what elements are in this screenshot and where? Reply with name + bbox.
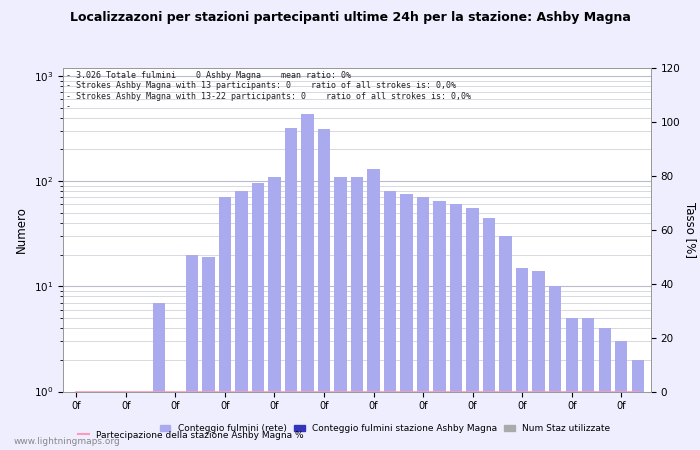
Bar <box>301 114 314 450</box>
Bar <box>153 302 165 450</box>
Bar <box>252 184 264 450</box>
Text: Localizzazoni per stazioni partecipanti ultime 24h per la stazione: Ashby Magna: Localizzazoni per stazioni partecipanti … <box>69 11 631 24</box>
Bar <box>631 360 644 450</box>
Bar <box>368 169 379 450</box>
Bar <box>400 194 413 450</box>
Bar <box>169 392 181 450</box>
Text: www.lightningmaps.org: www.lightningmaps.org <box>14 436 120 446</box>
Bar <box>285 128 297 450</box>
Bar <box>103 392 116 450</box>
Bar <box>202 257 214 450</box>
Bar <box>384 191 396 450</box>
Text: - 3.026 Totale fulmini    0 Ashby Magna    mean ratio: 0%
- Strokes Ashby Magna : - 3.026 Totale fulmini 0 Ashby Magna mea… <box>66 71 471 111</box>
Y-axis label: Numero: Numero <box>15 206 28 253</box>
Bar <box>235 191 248 450</box>
Bar <box>318 129 330 450</box>
Bar <box>186 255 198 450</box>
Y-axis label: Tasso [%]: Tasso [%] <box>684 202 697 257</box>
Bar <box>335 177 346 450</box>
Bar <box>417 198 429 450</box>
Bar <box>566 318 578 450</box>
Bar <box>500 236 512 450</box>
Bar <box>450 204 462 450</box>
Bar <box>483 217 496 450</box>
Bar <box>70 392 83 450</box>
Bar <box>136 392 148 450</box>
Bar <box>582 318 594 450</box>
Bar <box>466 208 479 450</box>
Bar <box>615 341 627 450</box>
Bar <box>533 271 545 450</box>
Legend: Partecipazione della stazione Ashby Magna %: Partecipazione della stazione Ashby Magn… <box>74 427 307 443</box>
Bar <box>516 268 528 450</box>
Bar <box>598 328 611 450</box>
Bar <box>433 201 446 450</box>
Bar <box>549 286 561 450</box>
Bar <box>87 392 99 450</box>
Bar <box>120 392 132 450</box>
Bar <box>268 177 281 450</box>
Bar <box>218 198 231 450</box>
Bar <box>351 177 363 450</box>
Legend: Conteggio fulmini (rete), Conteggio fulmini stazione Ashby Magna, Num Staz utili: Conteggio fulmini (rete), Conteggio fulm… <box>156 420 614 436</box>
